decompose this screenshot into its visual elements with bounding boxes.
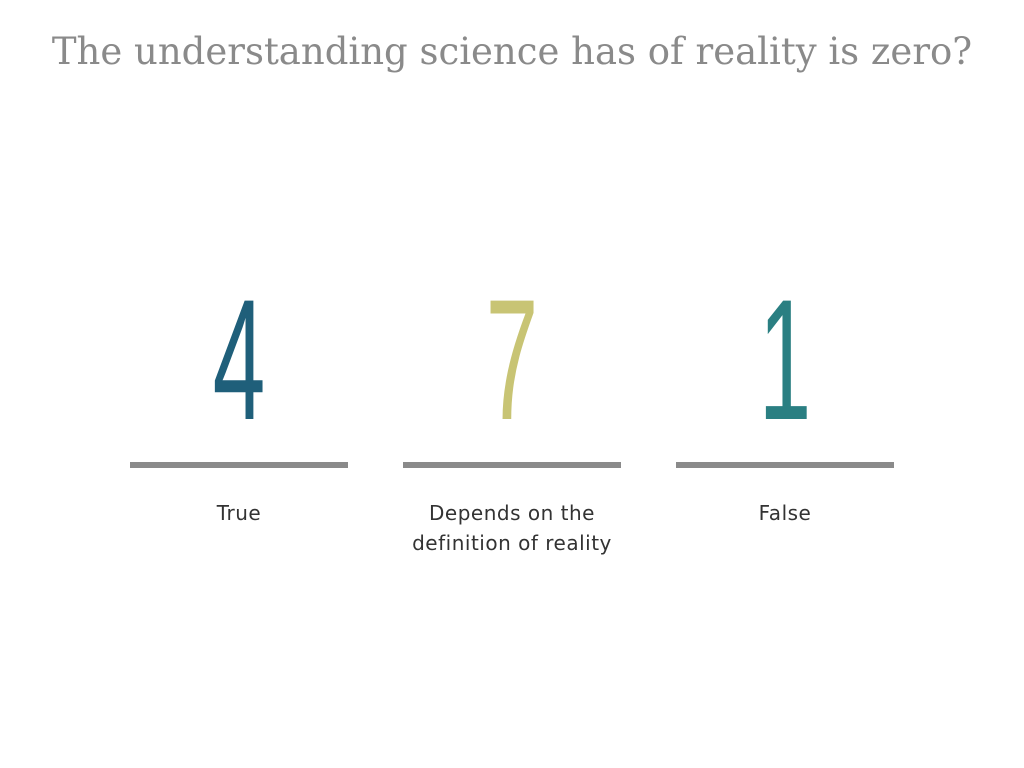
divider bbox=[676, 462, 894, 468]
option-column: 4 True bbox=[130, 270, 348, 528]
option-count: 4 bbox=[212, 264, 266, 456]
divider bbox=[403, 462, 621, 468]
option-count: 7 bbox=[485, 264, 539, 456]
option-column: 1 False bbox=[676, 270, 894, 528]
option-column: 7 Depends on the definition of reality bbox=[403, 270, 621, 558]
option-count: 1 bbox=[758, 264, 812, 456]
option-label: False bbox=[758, 501, 812, 525]
option-label: Depends on the definition of reality bbox=[412, 501, 612, 555]
poll-title: The understanding science has of reality… bbox=[51, 30, 973, 73]
option-label: True bbox=[216, 501, 262, 525]
divider bbox=[130, 462, 348, 468]
